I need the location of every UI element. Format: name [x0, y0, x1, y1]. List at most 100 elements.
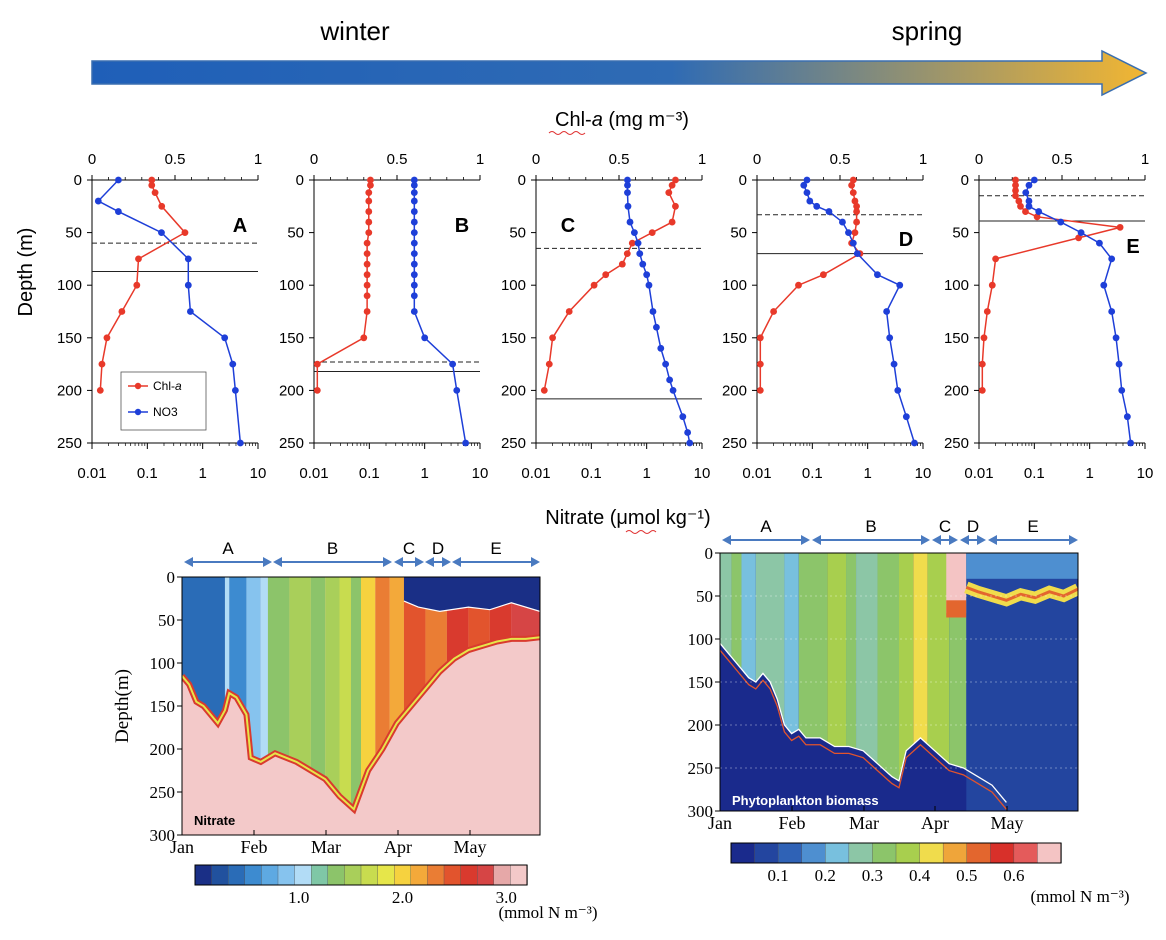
segment-arrowhead [932, 535, 941, 545]
colorbar-tick-label: 3.0 [496, 888, 517, 907]
data-point-chl-a [849, 176, 857, 184]
data-point-no3 [624, 181, 631, 189]
segment-arrowhead [184, 557, 193, 567]
data-point-chl-a [756, 360, 764, 368]
data-point-no3 [410, 197, 418, 205]
phyto-column [927, 553, 950, 764]
bottom-tick-label: 0.01 [77, 465, 106, 482]
heatmap-title: Nitrate [194, 813, 235, 828]
phyto-column [827, 553, 847, 747]
segment-arrowhead [415, 557, 424, 567]
data-point-chl-a [363, 239, 371, 247]
data-point-chl-a [365, 229, 373, 237]
y-tick-label: 250 [722, 435, 747, 452]
series-line-no3 [626, 180, 691, 444]
segment-arrowhead [394, 557, 403, 567]
nitrate-column [229, 577, 247, 715]
top-tick-label: 1 [919, 151, 927, 168]
nitracline-line [182, 636, 540, 811]
phyto-column [784, 553, 799, 734]
colorbar-swatch [311, 864, 329, 886]
data-point-no3 [902, 413, 910, 421]
segment-arrowhead [442, 557, 451, 567]
data-point-chl-a [980, 334, 988, 342]
y-tick-label: 150 [150, 697, 176, 716]
colorbar-swatch [848, 842, 874, 864]
data-point-chl-a [623, 250, 631, 258]
data-point-chl-a [853, 218, 860, 226]
data-point-chl-a [313, 360, 321, 368]
bottom-tick-label: 10 [250, 465, 267, 482]
panel-letter: B [455, 215, 469, 237]
spring-label: spring [892, 16, 963, 46]
data-point-no3 [806, 197, 814, 205]
y-tick-label: 50 [287, 225, 304, 242]
data-point-chl-a [665, 189, 673, 197]
data-point-no3 [649, 308, 657, 315]
data-point-no3 [666, 376, 674, 384]
data-point-no3 [1100, 281, 1108, 289]
data-point-chl-a [602, 271, 610, 279]
data-point-chl-a [1075, 234, 1082, 242]
data-point-no3 [662, 360, 670, 368]
data-point-chl-a [618, 260, 626, 268]
segment-label: E [490, 539, 501, 558]
data-point-chl-a [313, 387, 321, 394]
colorbar-swatch [510, 864, 528, 886]
y-tick-label: 200 [150, 740, 176, 759]
data-point-chl-a [983, 308, 991, 315]
nitrate-column [224, 577, 230, 711]
data-point-chl-a [363, 308, 371, 315]
data-point-no3 [653, 323, 660, 331]
data-point-no3 [410, 181, 418, 189]
y-tick-label: 0 [518, 172, 526, 189]
data-point-chl-a [1012, 176, 1019, 184]
colorbar-unit-label: (mmol N m⁻³) [498, 903, 597, 922]
y-tick-label: 0 [705, 544, 714, 563]
colorbar-swatch [730, 842, 756, 864]
phyto-column [899, 553, 914, 781]
panel-letter: E [1126, 236, 1139, 258]
heatmap-field [720, 553, 1078, 811]
data-point-chl-a [1017, 202, 1024, 210]
data-point-no3 [883, 308, 891, 315]
data-point-chl-a [590, 281, 598, 289]
month-label: May [454, 837, 487, 857]
colorbar-swatch [801, 842, 826, 864]
data-point-chl-a [851, 197, 859, 205]
colorbar-swatch [294, 864, 312, 886]
nitrate-column [267, 577, 290, 760]
data-point-no3 [462, 439, 470, 447]
data-point-chl-a [849, 189, 857, 197]
y-tick-label: 200 [688, 716, 714, 735]
data-point-chl-a [853, 208, 860, 215]
phyto-column [720, 553, 732, 658]
legend-marker-chl [134, 382, 142, 390]
phytoplankton-heatmap: Phytoplankton biomass 0 50 100 150 200 250 300J… [688, 517, 1130, 906]
nitrate-column [361, 577, 376, 790]
bottom-tick-label: 0.1 [802, 465, 823, 482]
segment-label: D [432, 539, 444, 558]
data-point-no3 [221, 334, 229, 342]
segment-label: B [865, 517, 876, 536]
mld-contour [720, 649, 1007, 810]
data-point-chl-a [988, 281, 996, 289]
data-point-no3 [686, 439, 694, 447]
heatmap-field [182, 577, 540, 835]
colorbar-swatch [990, 842, 1015, 864]
bottom-tick-label: 1 [198, 465, 206, 482]
segment-label: B [327, 539, 338, 558]
data-point-no3 [1022, 189, 1030, 197]
dcm-core [965, 585, 1078, 602]
data-point-chl-a [668, 218, 676, 226]
series-line-chl-a [99, 180, 187, 391]
top-tick-label: 0.5 [1052, 151, 1073, 168]
data-point-no3 [410, 208, 418, 215]
data-point-chl-a [365, 189, 373, 197]
heatmap-depth-axis-title: Depth(m) [112, 669, 133, 743]
